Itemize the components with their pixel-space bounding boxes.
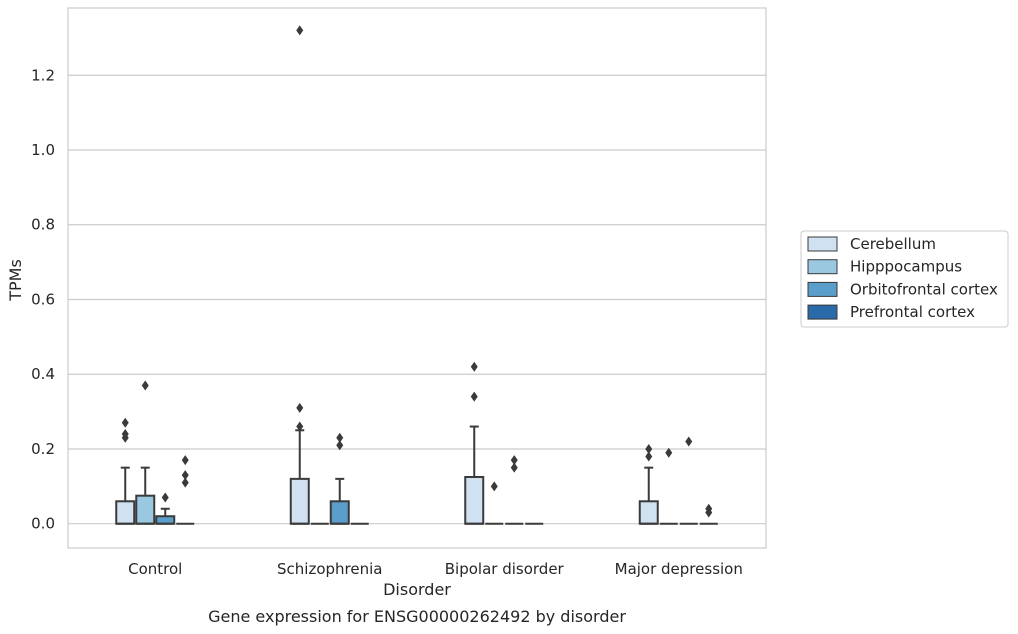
- plot-frame: [67, 7, 767, 549]
- outlier-point: [510, 455, 518, 466]
- box: [135, 494, 156, 525]
- box: [289, 477, 310, 525]
- legend-swatch: [807, 259, 838, 275]
- y-tick-label: 0.8: [31, 216, 55, 234]
- outlier-point: [181, 455, 189, 466]
- outlier-point: [645, 451, 653, 462]
- outlier-point: [296, 25, 304, 36]
- legend-frame: [800, 230, 1009, 328]
- legend-swatch: [807, 281, 838, 297]
- legend-swatch: [807, 236, 838, 252]
- outlier-point: [141, 380, 149, 391]
- legend-label: Cerebellum: [850, 235, 936, 253]
- y-tick-label: 0.6: [31, 290, 55, 308]
- y-axis-ticks: 0.0 0.2 0.4 0.6 0.8 1.0 1.2: [31, 66, 55, 532]
- outlier-point: [510, 462, 518, 473]
- outlier-point: [336, 440, 344, 451]
- legend-label: Orbitofrontal cortex: [850, 280, 998, 298]
- outlier-point: [161, 492, 169, 503]
- outlier-point: [121, 429, 129, 440]
- legend-label: Prefrontal cortex: [850, 303, 975, 321]
- outlier-point: [685, 436, 693, 447]
- x-axis-ticks: Control Schizophrenia Bipolar disorder Majo…: [128, 560, 743, 578]
- plot-area: [115, 25, 718, 525]
- box: [329, 500, 350, 525]
- x-tick-label: Major depression: [615, 560, 743, 578]
- legend-swatch: [807, 304, 838, 320]
- outlier-point: [490, 481, 498, 492]
- x-tick-label: Schizophrenia: [277, 560, 382, 578]
- box: [115, 500, 136, 525]
- outlier-point: [470, 361, 478, 372]
- y-tick-label: 0.0: [31, 515, 55, 533]
- outlier-point: [181, 477, 189, 488]
- outlier-point: [665, 447, 673, 458]
- chart-title: Gene expression for ENSG00000262492 by d…: [208, 607, 626, 626]
- grid-lines: [68, 74, 766, 525]
- legend-label: Hipppocampus: [850, 258, 962, 276]
- box: [155, 515, 176, 525]
- outlier-point: [181, 470, 189, 481]
- y-tick-label: 1.2: [31, 66, 55, 84]
- outlier-point: [470, 391, 478, 402]
- x-tick-label: Control: [128, 560, 182, 578]
- box: [464, 475, 485, 525]
- y-axis-title: TPMs: [6, 259, 25, 302]
- outlier-point: [296, 402, 304, 413]
- outlier-point: [705, 503, 713, 514]
- y-tick-label: 0.2: [31, 440, 55, 458]
- x-axis-title: Disorder: [383, 580, 451, 599]
- legend: Cerebellum Hipppocampus Orbitofrontal cort…: [800, 230, 1009, 328]
- outlier-point: [645, 443, 653, 454]
- box: [638, 500, 659, 525]
- outlier-point: [121, 417, 129, 428]
- y-tick-label: 0.4: [31, 365, 55, 383]
- outlier-point: [336, 432, 344, 443]
- outlier-point: [296, 421, 304, 432]
- y-tick-label: 1.0: [31, 141, 55, 159]
- x-tick-label: Bipolar disorder: [445, 560, 565, 578]
